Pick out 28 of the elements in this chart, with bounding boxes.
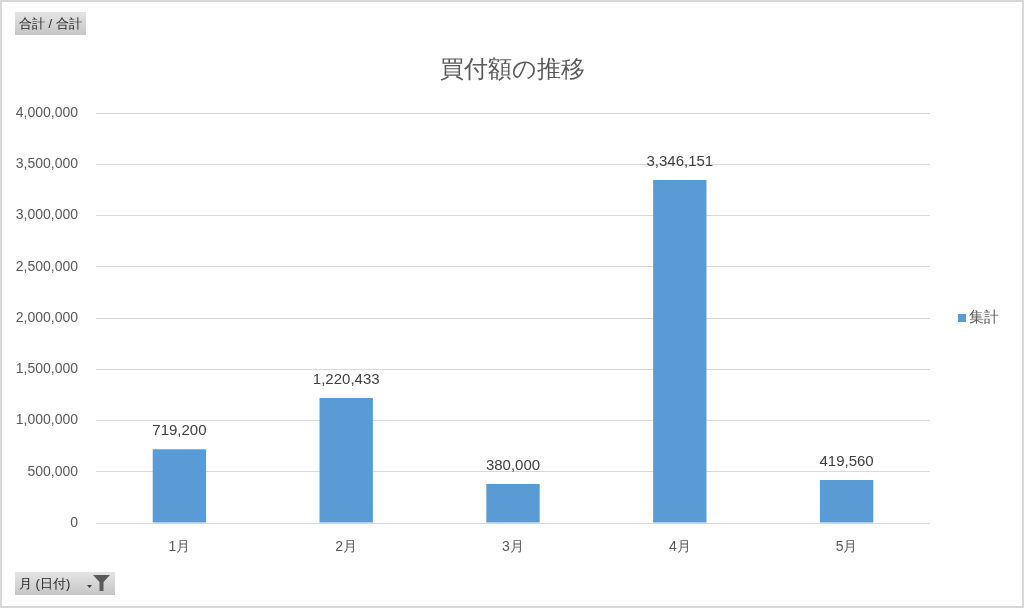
- data-label: 719,200: [152, 421, 207, 439]
- bar: [653, 180, 707, 523]
- y-tick-label: 4,000,000: [15, 103, 79, 120]
- x-tick-label: 4月: [668, 538, 691, 555]
- bar: [486, 484, 540, 523]
- y-tick-label: 3,000,000: [15, 206, 79, 223]
- y-tick-label: 1,000,000: [15, 411, 79, 428]
- data-label: 3,346,151: [646, 152, 714, 170]
- bar: [152, 449, 207, 523]
- bar: [819, 480, 874, 523]
- legend-label: 集計: [969, 308, 999, 326]
- y-tick-label: 3,500,000: [15, 155, 79, 172]
- x-tick-label: 2月: [335, 538, 358, 555]
- field-button: 合計 / 合計: [15, 12, 86, 35]
- x-tick-label: 1月: [168, 538, 191, 555]
- y-tick-label: 500,000: [27, 462, 79, 479]
- x-tick-label: 3月: [502, 538, 524, 555]
- data-label: 1,220,433: [312, 370, 380, 388]
- data-label: 380,000: [485, 456, 541, 474]
- y-tick-label: 2,000,000: [15, 308, 79, 325]
- x-tick-label: 5月: [835, 538, 858, 555]
- bar: [319, 397, 373, 523]
- y-tick-label: 2,500,000: [15, 257, 79, 274]
- field-button: 月 (日付): [15, 572, 115, 595]
- y-tick-label: 0: [70, 513, 79, 530]
- data-label: 419,560: [819, 452, 874, 470]
- chart-title: 買付額の推移: [439, 54, 585, 82]
- y-tick-label: 1,500,000: [15, 360, 79, 377]
